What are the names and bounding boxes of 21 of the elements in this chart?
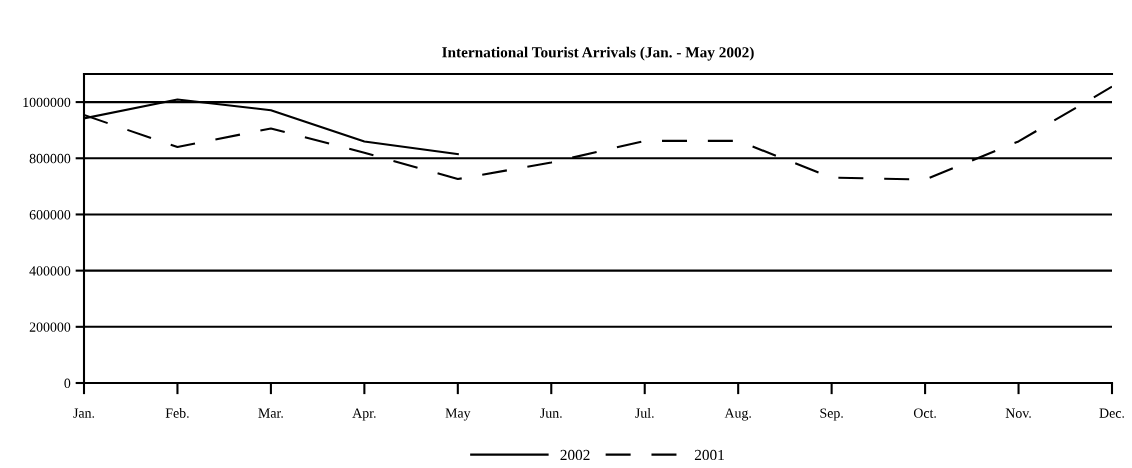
x-tick-label: Sep. bbox=[820, 408, 843, 421]
y-tick-label: 0 bbox=[64, 378, 71, 388]
y-tick-label: 200000 bbox=[29, 322, 71, 332]
x-tick-label: Apr. bbox=[352, 408, 376, 421]
y-tick-label: 400000 bbox=[29, 266, 71, 276]
x-tick-label: Jun. bbox=[540, 408, 562, 418]
legend-label: 2001 bbox=[694, 449, 724, 461]
y-tick-label: 800000 bbox=[29, 153, 71, 164]
y-tick-label: 600000 bbox=[29, 210, 71, 220]
x-tick-label: Nov. bbox=[1005, 408, 1031, 418]
x-tick-label: Jul. bbox=[635, 408, 654, 418]
y-tick-label: 1000000 bbox=[23, 97, 71, 108]
x-tick-label: Feb. bbox=[165, 408, 189, 418]
x-tick-label: Jan. bbox=[73, 408, 95, 418]
x-tick-label: Oct. bbox=[913, 408, 936, 418]
x-tick-label: May bbox=[445, 408, 471, 421]
legend-label: 2002 bbox=[560, 449, 590, 461]
x-tick-label: Aug. bbox=[724, 408, 751, 421]
chart-title: International Tourist Arrivals (Jan. - May 2002) bbox=[442, 46, 754, 61]
x-tick-label: Mar. bbox=[258, 408, 283, 418]
x-tick-label: Dec. bbox=[1099, 408, 1124, 418]
